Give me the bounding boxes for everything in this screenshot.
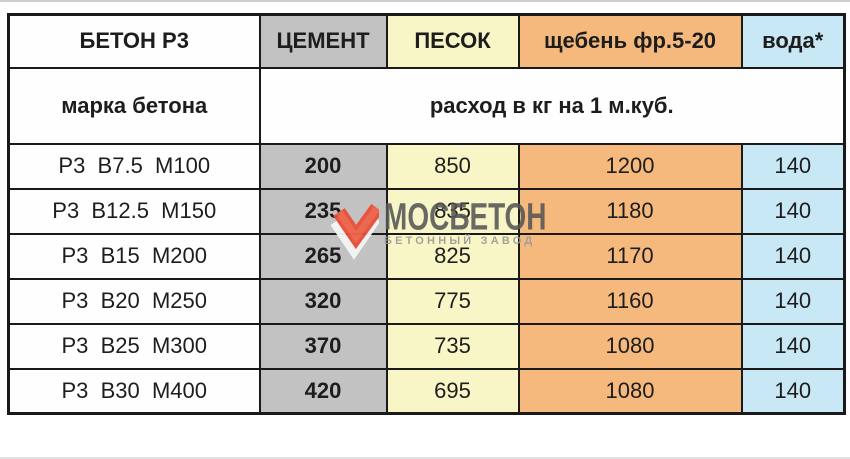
table-row: Р3 В12.5 М150 235 835 1180 140 [7, 187, 846, 235]
table-row: Р3 В30 М400 420 695 1080 140 [7, 367, 846, 415]
water-cell: 140 [740, 142, 846, 190]
gravel-cell: 1180 [517, 187, 743, 235]
water-cell: 140 [740, 322, 846, 370]
table-row: Р3 В15 М200 265 825 1170 140 [7, 232, 846, 280]
header-cement: ЦЕМЕНТ [258, 13, 388, 69]
concrete-mix-table: БЕТОН Р3 ЦЕМЕНТ ПЕСОК щебень фр.5-20 вод… [7, 13, 846, 415]
cement-cell: 265 [258, 232, 388, 280]
gravel-cell: 1080 [517, 322, 743, 370]
sand-cell: 825 [385, 232, 520, 280]
header-beton-p3: БЕТОН Р3 [7, 13, 261, 69]
mark-cell: Р3 В25 М300 [7, 322, 261, 370]
cement-cell: 200 [258, 142, 388, 190]
gravel-cell: 1200 [517, 142, 743, 190]
table-row: Р3 В7.5 М100 200 850 1200 140 [7, 142, 846, 190]
header-sand: ПЕСОК [385, 13, 520, 69]
sand-cell: 735 [385, 322, 520, 370]
header-row: БЕТОН Р3 ЦЕМЕНТ ПЕСОК щебень фр.5-20 вод… [7, 13, 846, 69]
header-gravel: щебень фр.5-20 [517, 13, 743, 69]
table-row: Р3 В20 М250 320 775 1160 140 [7, 277, 846, 325]
mark-cell: Р3 В20 М250 [7, 277, 261, 325]
mark-cell: Р3 В30 М400 [7, 367, 261, 415]
subheader-mark-label: марка бетона [7, 66, 261, 145]
water-cell: 140 [740, 277, 846, 325]
water-cell: 140 [740, 187, 846, 235]
water-cell: 140 [740, 232, 846, 280]
cement-cell: 370 [258, 322, 388, 370]
cement-cell: 420 [258, 367, 388, 415]
table-row: Р3 В25 М300 370 735 1080 140 [7, 322, 846, 370]
sand-cell: 835 [385, 187, 520, 235]
sand-cell: 850 [385, 142, 520, 190]
cement-cell: 320 [258, 277, 388, 325]
mark-cell: Р3 В15 М200 [7, 232, 261, 280]
gravel-cell: 1080 [517, 367, 743, 415]
mark-cell: Р3 В7.5 М100 [7, 142, 261, 190]
gravel-cell: 1160 [517, 277, 743, 325]
cement-cell: 235 [258, 187, 388, 235]
subheader-row: марка бетона расход в кг на 1 м.куб. [7, 66, 846, 145]
water-cell: 140 [740, 367, 846, 415]
gravel-cell: 1170 [517, 232, 743, 280]
sand-cell: 775 [385, 277, 520, 325]
sand-cell: 695 [385, 367, 520, 415]
subheader-consumption-label: расход в кг на 1 м.куб. [258, 66, 846, 145]
mark-cell: Р3 В12.5 М150 [7, 187, 261, 235]
header-water: вода* [740, 13, 846, 69]
